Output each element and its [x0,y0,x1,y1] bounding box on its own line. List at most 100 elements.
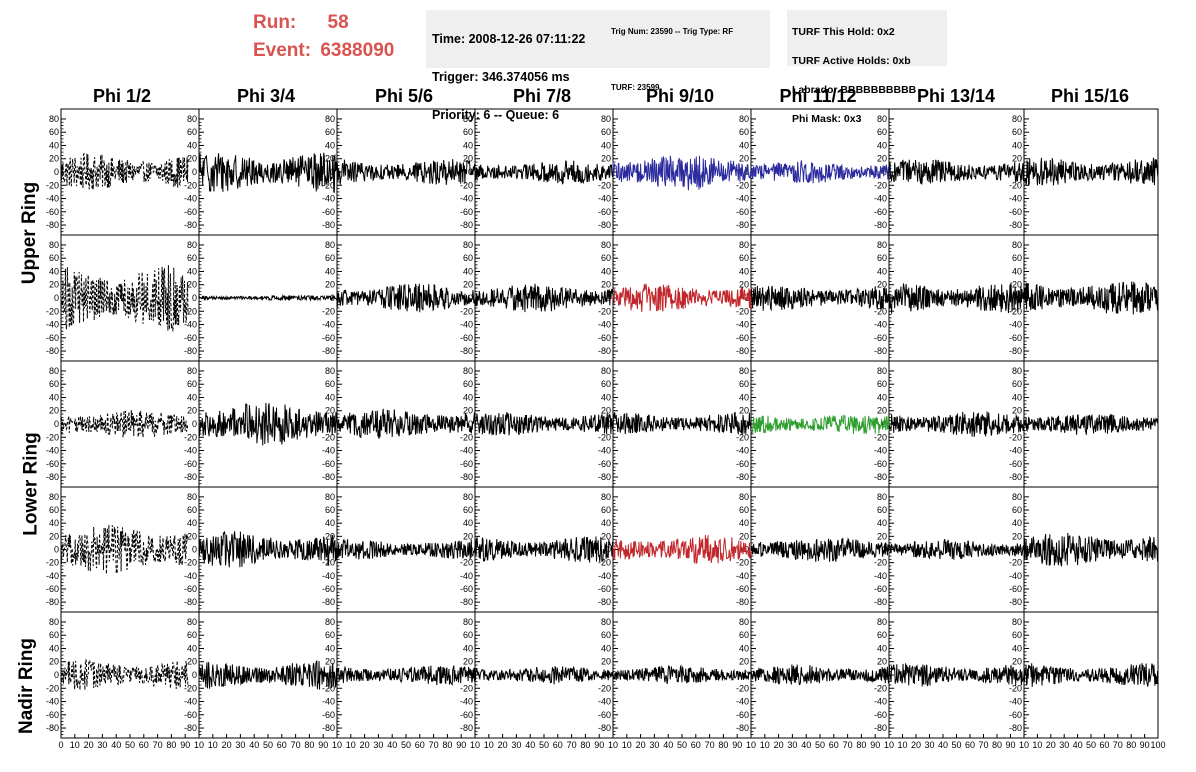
turf-line: TURF: 23599 [611,83,660,92]
y-tick-label: -40 [322,571,335,581]
y-tick-label: -40 [874,194,887,204]
y-tick-label: -20 [322,306,335,316]
x-tick-label: 60 [691,740,701,750]
trigger-info-box: Trig Num: 23590 -- Trig Type: RF TURF: 2… [605,10,770,92]
waveform-trace [750,414,890,435]
y-tick-label: 40 [739,392,749,402]
y-tick-label: -80 [874,723,887,733]
y-tick-label: -80 [322,220,335,230]
y-tick-label: -40 [598,320,611,330]
y-tick-label: 20 [877,280,887,290]
y-tick-label: 20 [49,406,59,416]
y-tick-label: 20 [601,154,611,164]
y-tick-label: -20 [598,683,611,693]
y-tick-label: -80 [460,723,473,733]
y-tick-label: 80 [187,114,197,124]
y-tick-label: 20 [463,531,473,541]
y-tick-label: 40 [601,266,611,276]
y-tick-label: 40 [187,643,197,653]
y-tick-label: 80 [49,114,59,124]
y-tick-label: 20 [187,657,197,667]
waveform-trace [336,665,476,686]
y-tick-label: -40 [1009,571,1022,581]
y-tick-label: -20 [460,306,473,316]
y-tick-label: -20 [598,180,611,190]
y-tick-label: 40 [877,518,887,528]
y-tick-label: -80 [598,597,611,607]
x-tick-label: 30 [924,740,934,750]
x-tick-label: 60 [553,740,563,750]
y-tick-label: 60 [601,127,611,137]
y-tick-label: 60 [325,253,335,263]
waveform-trace [198,293,338,303]
y-tick-label: -20 [46,558,59,568]
y-tick-label: -40 [598,571,611,581]
y-tick-label: 40 [1012,266,1022,276]
y-tick-label: 40 [187,392,197,402]
waveform-trace [198,531,338,568]
y-tick-label: 20 [1012,154,1022,164]
x-tick-label: 90 [594,740,604,750]
x-tick-label: 80 [718,740,728,750]
waveform-trace [336,408,476,439]
y-tick-label: 60 [463,630,473,640]
y-tick-label: 0 [468,293,473,303]
y-tick-label: -40 [736,320,749,330]
y-tick-label: 80 [601,492,611,502]
y-tick-label: -60 [736,207,749,217]
y-tick-label: 80 [739,366,749,376]
y-tick-label: 60 [463,505,473,515]
x-tick-label: 40 [938,740,948,750]
y-tick-label: 20 [187,280,197,290]
x-tick-label: 80 [442,740,452,750]
y-tick-label: -80 [874,346,887,356]
y-tick-label: -60 [736,333,749,343]
y-tick-label: 60 [463,127,473,137]
y-tick-label: -40 [46,320,59,330]
y-tick-label: -20 [874,558,887,568]
y-tick-label: -80 [460,220,473,230]
y-tick-label: -80 [874,597,887,607]
x-tick-label: 20 [360,740,370,750]
y-tick-label: 40 [739,643,749,653]
y-tick-label: 0 [744,670,749,680]
y-tick-label: 20 [325,154,335,164]
y-tick-label: -80 [184,220,197,230]
x-tick-label: 40 [249,740,259,750]
y-tick-label: -80 [460,346,473,356]
y-tick-label: -80 [184,472,197,482]
y-tick-label: 80 [49,240,59,250]
y-tick-label: 0 [192,293,197,303]
y-tick-label: -20 [598,432,611,442]
y-tick-label: 20 [187,154,197,164]
y-tick-label: -60 [184,459,197,469]
y-tick-label: -60 [184,584,197,594]
y-tick-label: -40 [322,446,335,456]
x-tick-label: 10 [470,740,480,750]
y-tick-label: -80 [46,597,59,607]
y-tick-label: -20 [874,180,887,190]
y-tick-label: 80 [877,366,887,376]
y-tick-label: 20 [877,406,887,416]
y-tick-label: -60 [598,459,611,469]
y-tick-label: -60 [184,333,197,343]
waveform-trace [750,285,890,312]
y-tick-label: -20 [874,683,887,693]
y-tick-label: -80 [736,346,749,356]
y-tick-label: 60 [1012,379,1022,389]
column-header-phi-7-8: Phi 7/8 [512,86,572,106]
y-tick-label: 20 [49,154,59,164]
x-tick-label: 80 [1126,740,1136,750]
y-tick-label: -40 [460,194,473,204]
y-tick-label: 20 [739,280,749,290]
y-tick-label: -60 [46,333,59,343]
y-tick-label: -40 [46,697,59,707]
y-tick-label: 80 [49,366,59,376]
y-tick-label: 80 [187,240,197,250]
x-tick-label: 70 [1113,740,1123,750]
y-tick-label: 80 [325,492,335,502]
x-tick-label: 80 [992,740,1002,750]
y-tick-label: -20 [184,683,197,693]
waveform-trace [474,283,614,313]
